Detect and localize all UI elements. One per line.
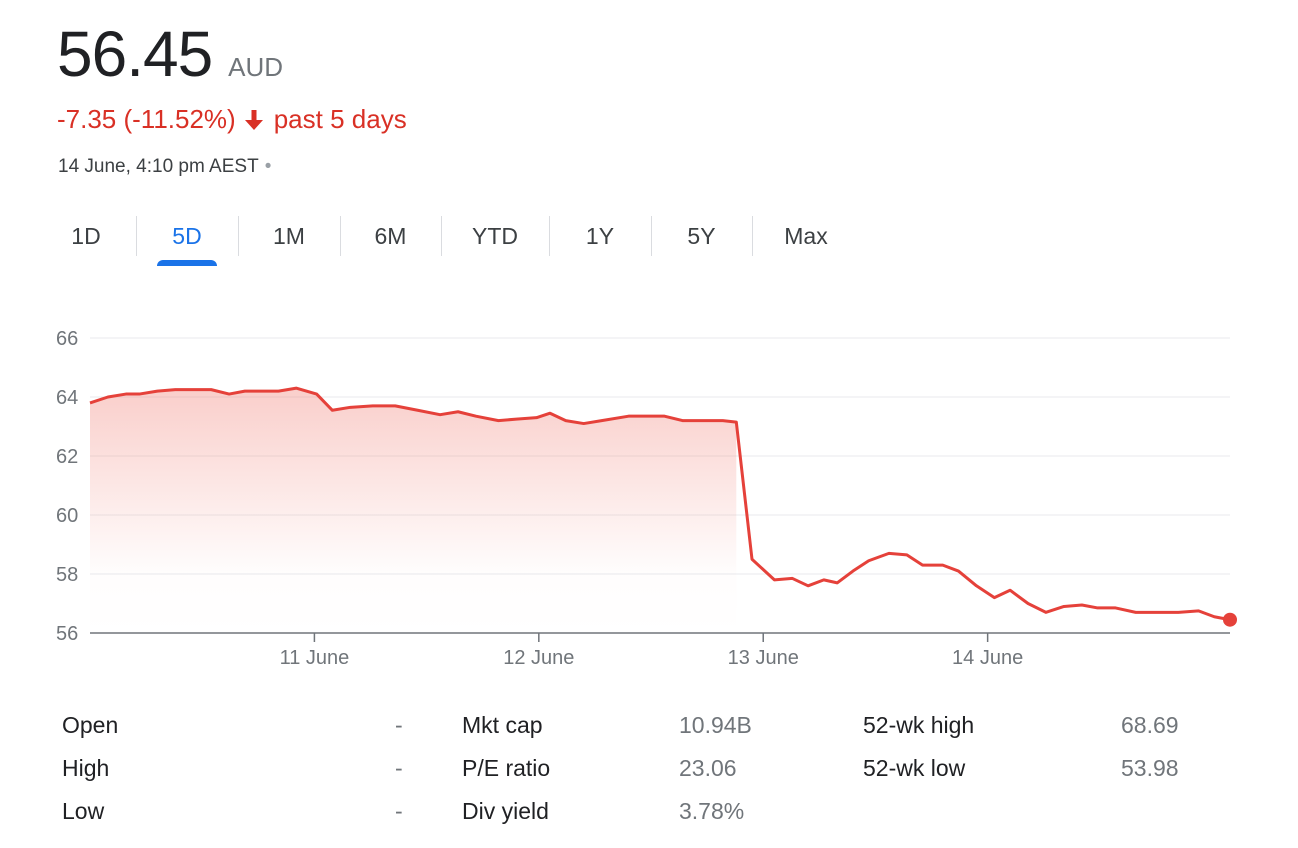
stats-row: High - P/E ratio 23.06 52-wk low 53.98 [62,755,1222,791]
tab-ytd[interactable]: YTD [441,214,549,258]
x-tick-label: 11 June [280,647,350,669]
x-tick-label: 12 June [503,647,574,669]
tab-6m[interactable]: 6M [340,214,441,258]
tab-1y[interactable]: 1Y [549,214,651,258]
stat-label-low: Low [62,798,105,824]
y-tick-label: 56 [56,623,78,645]
price-line [89,386,1231,622]
change-period: past 5 days [273,104,407,134]
stat-value-pe-ratio: 23.06 [679,755,737,781]
y-tick-label: 60 [56,505,78,527]
arrow-down-icon [244,108,264,132]
currency-code: AUD [228,52,284,82]
stat-value-52wk-low: 53.98 [1121,755,1179,781]
separator-dot: • [264,156,272,177]
y-tick-label: 62 [56,446,78,468]
current-price: 56.45 [57,18,213,90]
stat-label-52wk-high: 52-wk high [863,712,975,738]
y-tick-label: 66 [56,328,78,350]
tab-1d[interactable]: 1D [71,222,101,249]
stat-value-open: - [395,712,403,738]
y-tick-label: 58 [56,564,78,586]
stat-value-div-yield: 3.78% [679,798,745,824]
quote-timestamp: 14 June, 4:10 pm AEST [58,156,259,177]
stats-row: Open - Mkt cap 10.94B 52-wk high 68.69 [62,712,1222,748]
quote-timestamp-row: 14 June, 4:10 pm AEST • [58,156,271,178]
tab-max[interactable]: Max [752,214,860,258]
stat-label-open: Open [62,712,119,738]
change-value: -7.35 (-11.52%) [57,104,236,134]
tab-5y[interactable]: 5Y [651,214,752,258]
last-price-point [1223,612,1237,627]
stat-label-div-yield: Div yield [462,798,549,824]
price-header: 56.45 AUD [57,22,283,86]
stat-value-52wk-high: 68.69 [1121,712,1179,738]
range-tabs: 1D 5D 1M 6M YTD 1Y 5Y Max [36,214,860,266]
area-fill [90,388,737,633]
x-tick-label: 13 June [728,647,799,669]
tab-5d[interactable]: 5D [136,214,238,266]
stats-row: Low - Div yield 3.78% [62,798,1222,834]
stat-label-pe-ratio: P/E ratio [462,755,551,781]
active-tab-indicator [157,260,217,266]
y-tick-label: 64 [56,387,78,409]
stat-value-mkt-cap: 10.94B [679,712,752,738]
stat-label-mkt-cap: Mkt cap [462,712,543,738]
stat-label-high: High [62,755,110,781]
stat-value-high: - [395,755,403,781]
stat-value-low: - [395,798,403,824]
tab-1m[interactable]: 1M [238,214,340,258]
price-chart[interactable]: 66 64 62 60 58 56 11 June 12 June 13 June 14 June [0,300,1298,690]
stat-label-52wk-low: 52-wk low [863,755,966,781]
x-tick-label: 14 June [952,647,1023,669]
price-change: -7.35 (-11.52%) past 5 days [57,104,407,135]
